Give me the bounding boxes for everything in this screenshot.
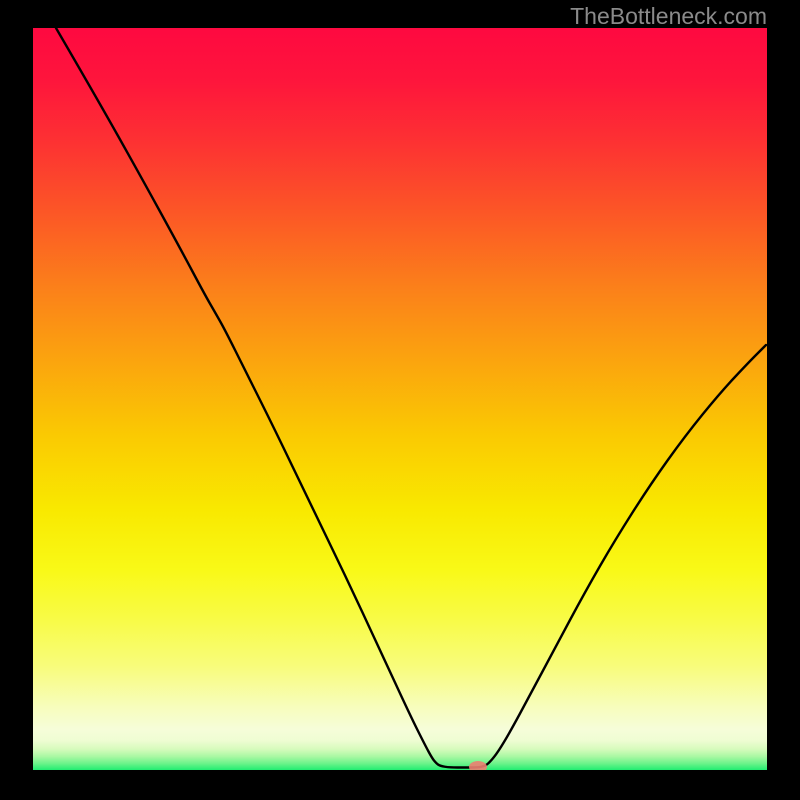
plot-background	[33, 28, 767, 770]
chart-frame: TheBottleneck.com	[0, 0, 800, 800]
watermark-text: TheBottleneck.com	[570, 3, 767, 30]
bottleneck-curve-chart	[33, 28, 767, 770]
